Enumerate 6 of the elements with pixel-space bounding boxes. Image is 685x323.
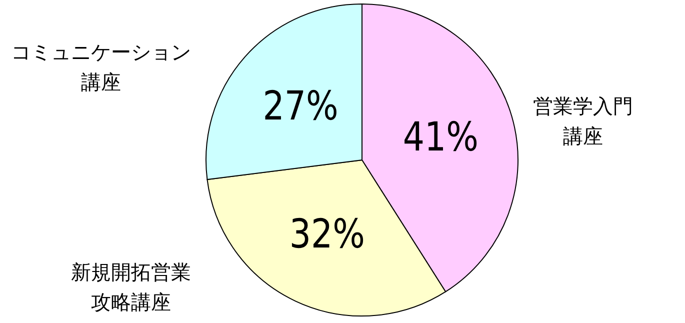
slice-label: コミュニケーション講座 <box>11 40 191 94</box>
data-label: 27% <box>262 82 338 130</box>
slice-label: 新規開拓営業攻略講座 <box>71 260 191 314</box>
slice-label: 営業学入門講座 <box>533 94 633 148</box>
data-label: 41% <box>402 114 478 160</box>
data-label: 32% <box>289 210 365 258</box>
